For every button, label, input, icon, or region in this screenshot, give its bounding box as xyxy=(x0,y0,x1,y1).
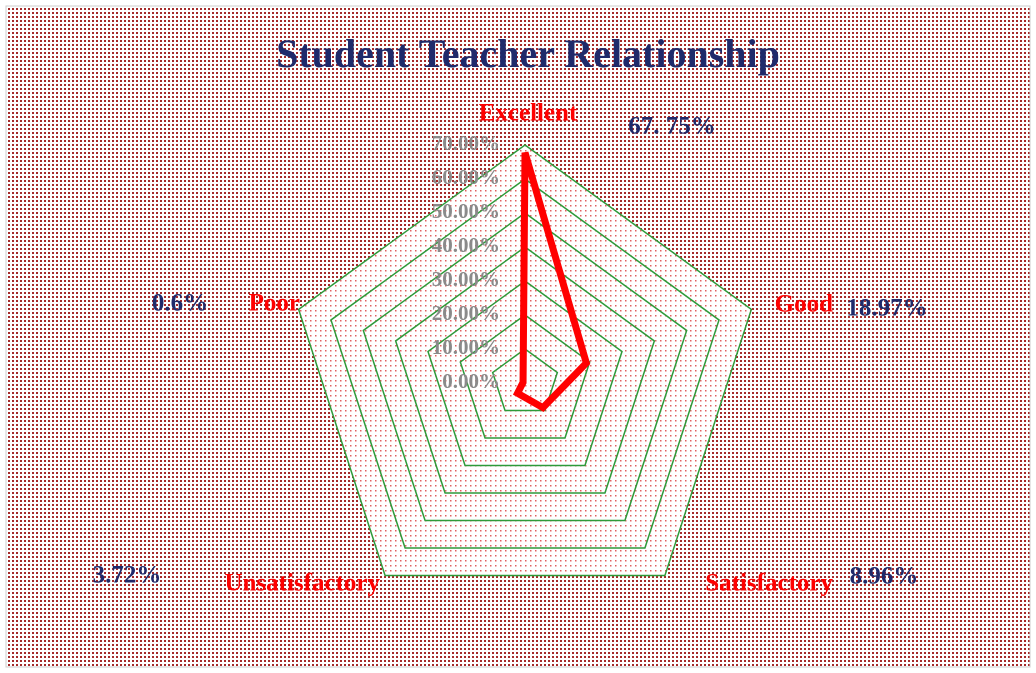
grid-line xyxy=(427,280,623,467)
y-tick-label: 50.00% xyxy=(432,199,500,223)
y-tick-label: 0.00% xyxy=(442,369,500,393)
grid-line xyxy=(394,246,656,494)
category-label: Excellent xyxy=(479,100,578,127)
category-label: Poor xyxy=(249,290,300,317)
y-tick-label: 40.00% xyxy=(432,233,500,257)
data-label: 67. 75% xyxy=(628,113,716,140)
y-tick-label: 20.00% xyxy=(432,301,500,325)
y-tick-label: 30.00% xyxy=(432,267,500,291)
grid-line xyxy=(362,212,688,522)
data-label: 0.6% xyxy=(152,290,208,317)
data-label: 18.97% xyxy=(846,295,927,322)
data-line xyxy=(512,151,591,413)
category-label: Unsatisfactory xyxy=(224,570,380,597)
y-tick-label: 10.00% xyxy=(432,335,500,359)
grid-line xyxy=(491,348,559,412)
grid-line xyxy=(297,144,753,577)
chart-title: Student Teacher Relationship xyxy=(276,31,780,76)
y-tick-label: 60.00% xyxy=(432,165,500,189)
y-tick-label: 70.00% xyxy=(432,131,500,155)
data-label: 3.72% xyxy=(93,562,162,589)
grid-line xyxy=(330,178,720,549)
category-label: Satisfactory xyxy=(705,570,833,597)
grid-line xyxy=(459,314,591,439)
category-label: Good xyxy=(775,291,833,318)
data-label: 8.96% xyxy=(850,563,919,590)
